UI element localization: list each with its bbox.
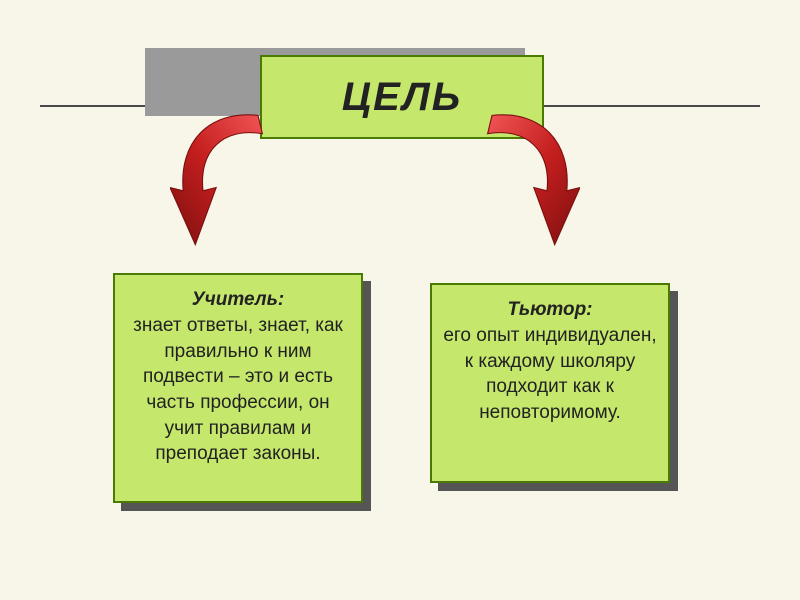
card-left-heading: Учитель:	[125, 289, 351, 311]
card-right-body: его опыт индивидуален, к каждому школяру…	[442, 323, 658, 426]
card-left: Учитель: знает ответы, знает, как правил…	[113, 273, 363, 503]
card-right-heading: Тьютор:	[442, 299, 658, 321]
arrow-left-icon	[170, 110, 280, 250]
title-text: ЦЕЛЬ	[342, 75, 462, 119]
arrow-right-icon	[470, 110, 580, 250]
card-right: Тьютор: его опыт индивидуален, к каждому…	[430, 283, 670, 483]
slide-canvas: ЦЕЛЬ Учитель: знает ответы, знает, как п…	[0, 0, 800, 600]
card-left-body: знает ответы, знает, как правильно к ним…	[125, 313, 351, 467]
